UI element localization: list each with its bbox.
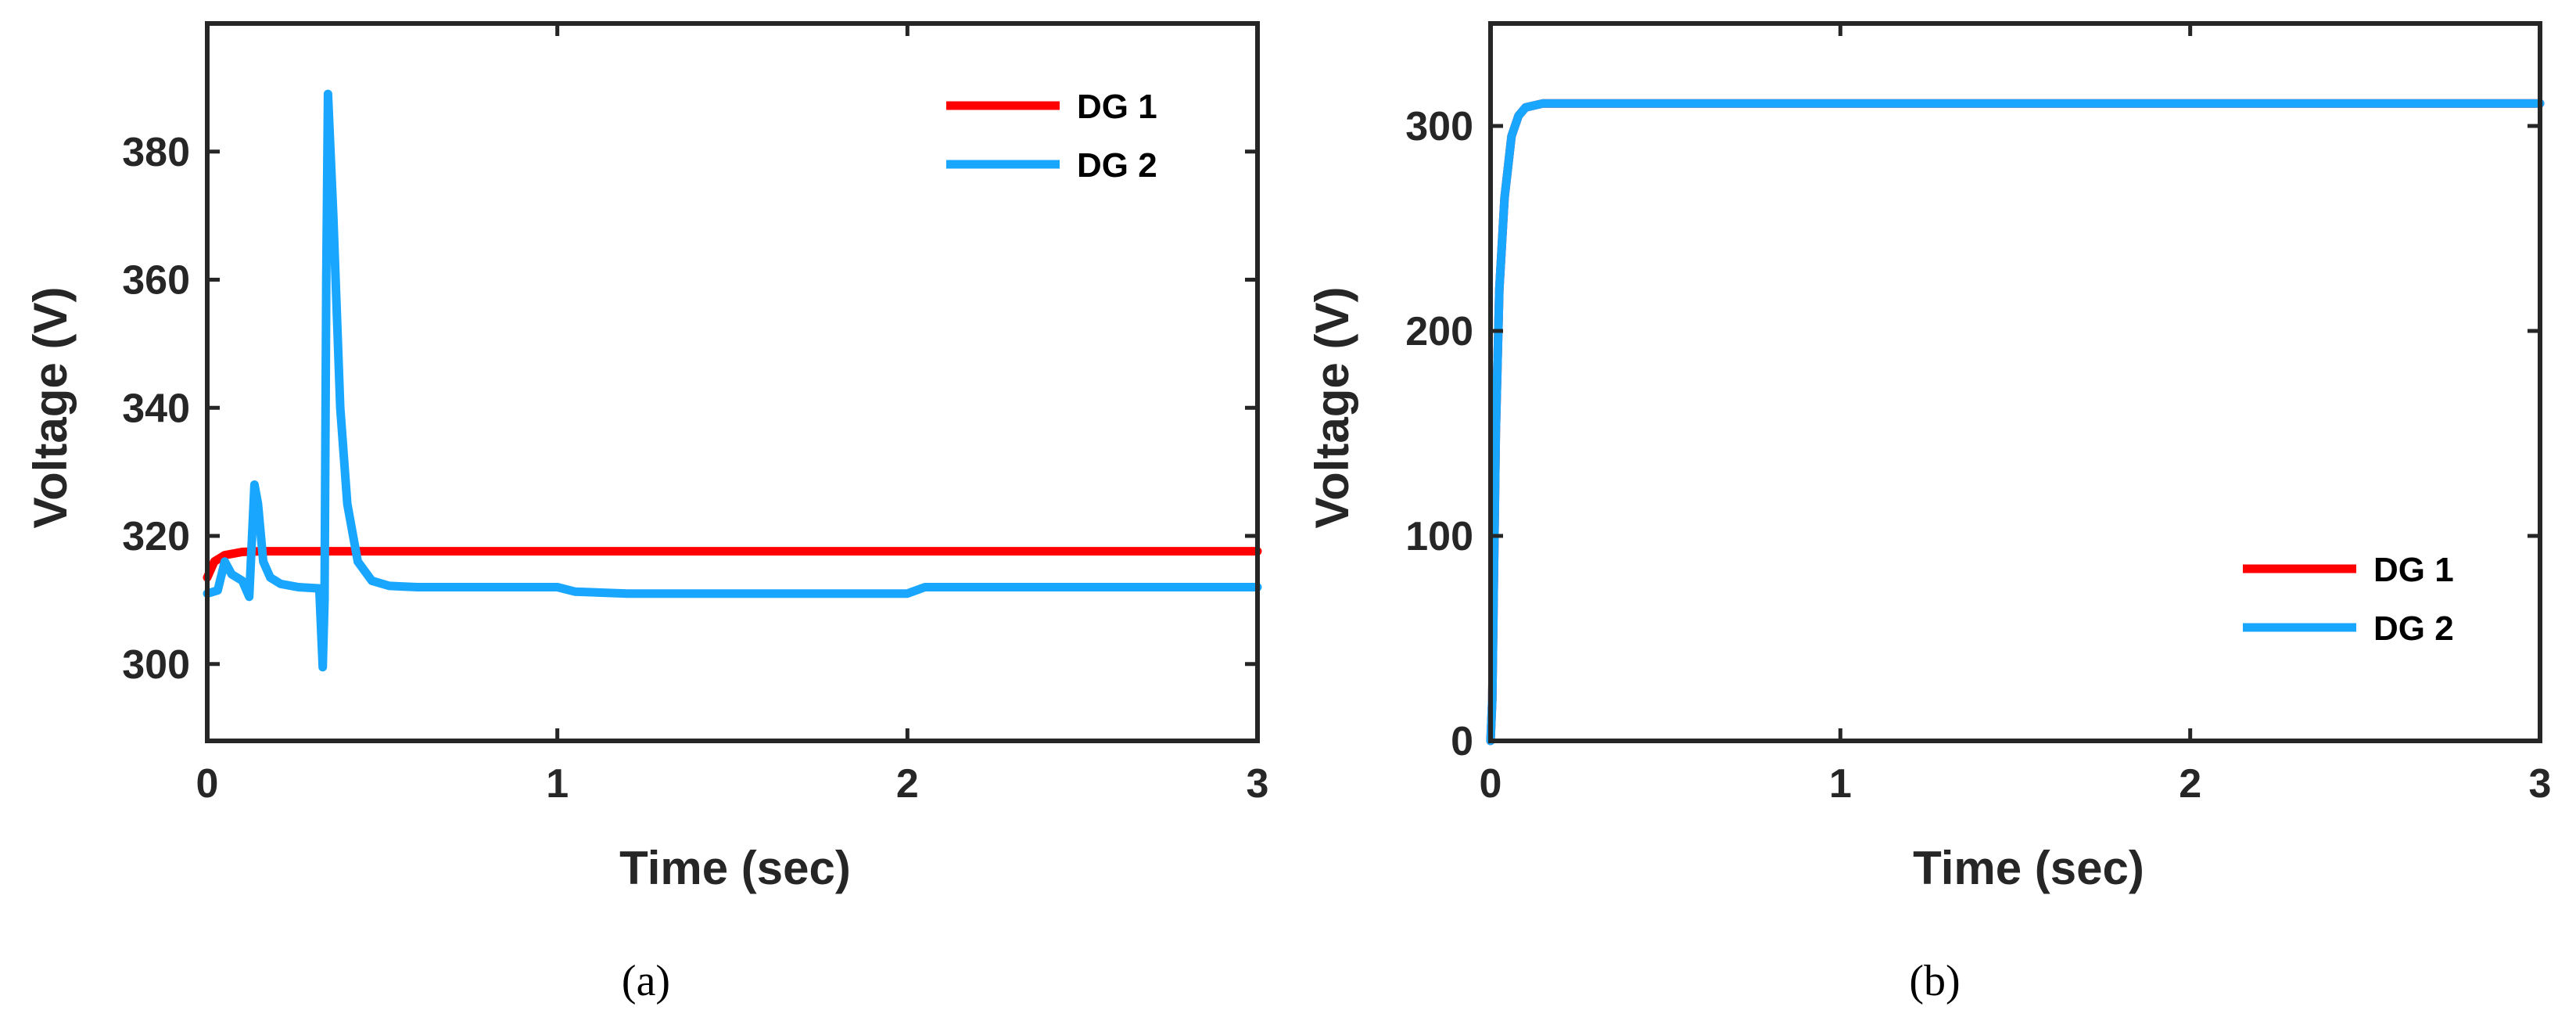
x-axis-label-b: Time (sec)	[1913, 842, 2144, 894]
y-tick-label-a: 300	[122, 642, 190, 688]
y-tick-label-a: 340	[122, 386, 190, 431]
legend-label-a-1: DG 1	[1077, 88, 1157, 126]
y-tick-label-a: 360	[122, 258, 190, 304]
x-tick-label-b: 0	[1480, 761, 1502, 807]
series-line-a-dg2	[203, 89, 1262, 672]
x-tick-label-a: 2	[896, 761, 919, 807]
x-tick-label-a: 0	[196, 761, 219, 807]
caption-a: (a)	[622, 957, 670, 1005]
x-tick-label-b: 1	[1829, 761, 1852, 807]
y-tick-label-a: 380	[122, 130, 190, 175]
y-tick-label-b: 300	[1405, 104, 1473, 149]
caption-b: (b)	[1909, 957, 1960, 1005]
y-tick-label-b: 200	[1405, 309, 1473, 354]
y-axis-label-a: Voltage (V)	[24, 287, 77, 529]
x-tick-label-a: 1	[546, 761, 569, 807]
x-tick-label-b: 3	[2529, 761, 2552, 807]
legend-label-b-2: DG 2	[2373, 609, 2454, 648]
legend-label-a-2: DG 2	[1077, 146, 1157, 185]
series-line-a-dg1	[203, 547, 1262, 582]
y-tick-label-a: 320	[122, 514, 190, 559]
series-line-b-dg2	[1486, 99, 2545, 746]
x-axis-label-a: Time (sec)	[619, 842, 851, 894]
y-tick-label-b: 0	[1451, 719, 1473, 764]
legend-b: DG 1 DG 2	[2243, 551, 2454, 648]
plot-frame-b	[1488, 21, 2542, 743]
plot-frame-a	[205, 21, 1260, 743]
legend-a: DG 1 DG 2	[946, 88, 1157, 185]
y-axis-label-b: Voltage (V)	[1306, 287, 1358, 529]
x-tick-label-b: 2	[2179, 761, 2201, 807]
chart-panel-a: Voltage (V) Time (sec) (a) 0 1 2 3 300 320 340…	[24, 21, 1269, 1005]
x-tick-label-a: 3	[1247, 761, 1269, 807]
legend-label-b-1: DG 1	[2373, 551, 2454, 589]
y-tick-label-b: 100	[1405, 514, 1473, 559]
chart-panel-b: Voltage (V) Time (sec) (b) 0 1 2 3 0 100 200 30…	[1306, 21, 2552, 1005]
